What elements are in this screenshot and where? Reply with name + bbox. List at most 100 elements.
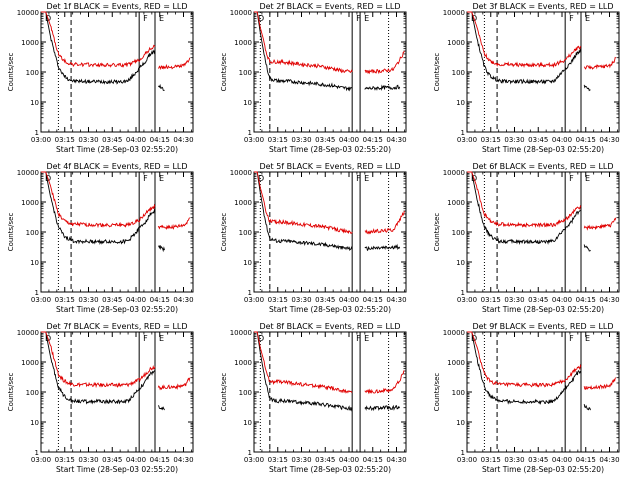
y-tick-label: 1 bbox=[461, 129, 465, 137]
events-series-line bbox=[41, 171, 156, 245]
y-tick-label: 1 bbox=[461, 449, 465, 457]
x-tick-label: 03:30 bbox=[78, 296, 98, 304]
plot-frame bbox=[466, 331, 620, 453]
x-tick-label: 03:15 bbox=[268, 136, 288, 144]
y-tick-label: 100 bbox=[239, 389, 252, 397]
x-axis-label: Start Time (28-Sep-03 02:55:20) bbox=[482, 465, 604, 474]
x-tick-label: 03:00 bbox=[244, 456, 264, 464]
x-tick-label: 04:30 bbox=[173, 456, 193, 464]
marker-letter-f: F bbox=[569, 14, 574, 23]
marker-letter-e: E bbox=[159, 174, 164, 183]
chart-title: Det 4f BLACK = Events, RED = LLD bbox=[46, 162, 187, 171]
x-tick-label: 04:30 bbox=[386, 456, 406, 464]
chart-title: Det 9f BLACK = Events, RED = LLD bbox=[472, 322, 613, 331]
y-tick-label: 1 bbox=[35, 449, 39, 457]
x-tick-label: 03:00 bbox=[31, 136, 51, 144]
x-tick-label: 03:30 bbox=[291, 456, 311, 464]
y-tick-label: 1000 bbox=[234, 199, 252, 207]
x-tick-label: 03:45 bbox=[102, 456, 122, 464]
events-series-line bbox=[583, 84, 591, 92]
x-tick-label: 04:15 bbox=[576, 136, 596, 144]
x-tick-label: 03:45 bbox=[102, 136, 122, 144]
events-series-line bbox=[158, 245, 165, 253]
x-tick-label: 03:00 bbox=[31, 456, 51, 464]
x-tick-label: 03:45 bbox=[528, 136, 548, 144]
lld-series-line bbox=[364, 370, 405, 395]
marker-letter-e: E bbox=[159, 334, 164, 343]
x-tick-label: 03:45 bbox=[528, 456, 548, 464]
x-tick-label: 03:45 bbox=[102, 296, 122, 304]
chart-panel-1: Det 1f BLACK = Events, RED = LLD 1 10 100 10… bbox=[7, 2, 194, 154]
y-tick-label: 100 bbox=[452, 229, 465, 237]
marker-letter-e: E bbox=[585, 14, 590, 23]
y-axis-label: Counts/sec bbox=[7, 373, 15, 412]
x-tick-label: 03:45 bbox=[528, 296, 548, 304]
y-tick-label: 10 bbox=[243, 99, 252, 107]
events-series-line bbox=[364, 243, 401, 252]
x-axis-label: Start Time (28-Sep-03 02:55:20) bbox=[482, 145, 604, 154]
x-tick-label: 03:15 bbox=[55, 136, 75, 144]
marker-letter-e: E bbox=[585, 334, 590, 343]
plot-frame bbox=[40, 11, 194, 133]
events-series-line bbox=[467, 331, 582, 405]
y-tick-label: 10000 bbox=[17, 9, 39, 17]
events-series-line bbox=[364, 84, 401, 91]
chart-title: Det 8f BLACK = Events, RED = LLD bbox=[259, 322, 400, 331]
y-axis-label: Counts/sec bbox=[220, 53, 228, 92]
chart-panel-3: Det 3f BLACK = Events, RED = LLD 1 10 100 10… bbox=[433, 2, 620, 154]
lld-series-line bbox=[364, 210, 405, 235]
x-tick-label: 04:15 bbox=[363, 136, 383, 144]
x-tick-label: 03:30 bbox=[291, 296, 311, 304]
marker-letter-e: E bbox=[364, 14, 369, 23]
y-tick-label: 10 bbox=[30, 419, 39, 427]
y-tick-label: 100 bbox=[26, 69, 39, 77]
x-axis-label: Start Time (28-Sep-03 02:55:20) bbox=[56, 305, 178, 314]
x-tick-label: 03:30 bbox=[291, 136, 311, 144]
marker-letter-d: D bbox=[258, 334, 264, 343]
x-tick-label: 03:45 bbox=[315, 136, 335, 144]
x-tick-label: 04:15 bbox=[576, 456, 596, 464]
events-series-line bbox=[158, 83, 165, 92]
y-tick-label: 10000 bbox=[230, 9, 252, 17]
plot-frame bbox=[40, 331, 194, 453]
x-tick-label: 03:30 bbox=[78, 136, 98, 144]
x-tick-label: 04:15 bbox=[363, 456, 383, 464]
marker-letter-f: F bbox=[356, 174, 361, 183]
lld-series-line bbox=[41, 331, 156, 389]
x-axis-label: Start Time (28-Sep-03 02:55:20) bbox=[482, 305, 604, 314]
x-tick-label: 04:00 bbox=[552, 456, 572, 464]
y-axis-label: Counts/sec bbox=[7, 213, 15, 252]
plot-frame bbox=[40, 171, 194, 293]
x-tick-label: 04:00 bbox=[552, 136, 572, 144]
x-tick-label: 04:15 bbox=[576, 296, 596, 304]
chart-title: Det 6f BLACK = Events, RED = LLD bbox=[472, 162, 613, 171]
x-tick-label: 03:30 bbox=[504, 296, 524, 304]
x-tick-label: 04:30 bbox=[386, 296, 406, 304]
marker-letter-e: E bbox=[159, 14, 164, 23]
chart-title: Det 3f BLACK = Events, RED = LLD bbox=[472, 2, 613, 11]
x-tick-label: 04:30 bbox=[599, 456, 619, 464]
lld-series-line bbox=[467, 171, 582, 228]
x-tick-label: 03:00 bbox=[244, 296, 264, 304]
chart-title: Det 1f BLACK = Events, RED = LLD bbox=[46, 2, 187, 11]
x-tick-label: 03:15 bbox=[481, 136, 501, 144]
events-series-line bbox=[364, 404, 401, 412]
chart-panel-7: Det 7f BLACK = Events, RED = LLD 1 10 100 10… bbox=[7, 322, 194, 474]
marker-letter-e: E bbox=[585, 174, 590, 183]
x-tick-label: 04:30 bbox=[599, 296, 619, 304]
marker-letter-f: F bbox=[143, 14, 148, 23]
lld-series-line bbox=[583, 56, 616, 70]
x-tick-label: 03:00 bbox=[457, 296, 477, 304]
events-series-line bbox=[254, 11, 353, 92]
x-tick-label: 04:15 bbox=[150, 296, 170, 304]
x-tick-label: 04:00 bbox=[552, 296, 572, 304]
x-tick-label: 03:45 bbox=[315, 456, 335, 464]
chart-title: Det 7f BLACK = Events, RED = LLD bbox=[46, 322, 187, 331]
x-axis-label: Start Time (28-Sep-03 02:55:20) bbox=[56, 465, 178, 474]
x-tick-label: 03:30 bbox=[504, 136, 524, 144]
events-series-line bbox=[41, 331, 156, 405]
lld-series-line bbox=[364, 50, 405, 75]
y-tick-label: 1000 bbox=[234, 39, 252, 47]
chart-panel-6: Det 6f BLACK = Events, RED = LLD 1 10 100 10… bbox=[433, 162, 620, 314]
